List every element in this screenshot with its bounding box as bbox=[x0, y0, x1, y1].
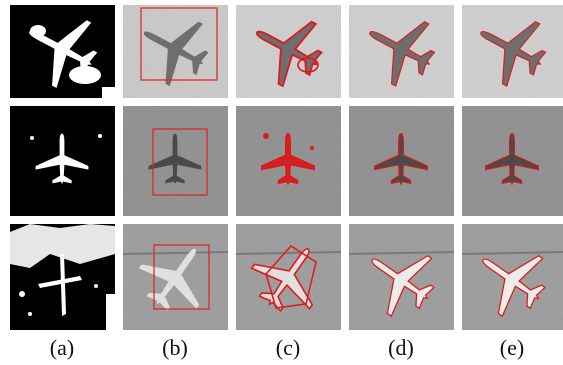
airplane-icon bbox=[236, 224, 341, 330]
column-label-e: (e) bbox=[499, 335, 525, 360]
column-label-a: (a) bbox=[49, 335, 75, 360]
row3-panel-c-contour bbox=[236, 224, 341, 330]
airplane-icon bbox=[349, 224, 454, 330]
row2-panel-c-contour bbox=[236, 106, 341, 216]
row3-panel-e-contour bbox=[462, 224, 563, 330]
row2-panel-b-box bbox=[123, 106, 228, 216]
column-label-d: (d) bbox=[388, 335, 414, 360]
row2-panel-a-mask bbox=[10, 106, 115, 216]
row1-panel-d-contour bbox=[349, 5, 454, 98]
row1-panel-c-contour bbox=[236, 5, 341, 98]
bounding-box bbox=[140, 7, 218, 81]
row2-panel-d-contour bbox=[349, 106, 454, 216]
row1-panel-e-contour bbox=[462, 5, 563, 98]
airplane-icon bbox=[236, 106, 341, 216]
row1-panel-b-box bbox=[123, 5, 228, 98]
airplane-icon bbox=[462, 224, 563, 330]
airplane-icon bbox=[462, 5, 563, 98]
column-label-c: (c) bbox=[275, 335, 301, 360]
row3-panel-a-mask bbox=[10, 224, 115, 330]
airplane-icon bbox=[123, 224, 228, 330]
airplane-icon bbox=[12, 5, 115, 98]
airplane-icon bbox=[349, 106, 454, 216]
bounding-box bbox=[152, 128, 208, 196]
row2-panel-e-contour bbox=[462, 106, 563, 216]
airplane-icon bbox=[462, 106, 563, 216]
airplane-icon bbox=[123, 5, 228, 98]
bounding-box bbox=[153, 244, 210, 310]
airplane-icon bbox=[123, 106, 228, 216]
row3-panel-b-box bbox=[123, 224, 228, 330]
airplane-icon bbox=[349, 5, 454, 98]
airplane-icon bbox=[30, 133, 102, 184]
row1-panel-a-mask bbox=[10, 5, 115, 98]
airplane-icon bbox=[236, 5, 341, 98]
column-label-b: (b) bbox=[162, 335, 188, 360]
airplane-icon bbox=[10, 224, 115, 330]
row3-panel-d-contour bbox=[349, 224, 454, 330]
